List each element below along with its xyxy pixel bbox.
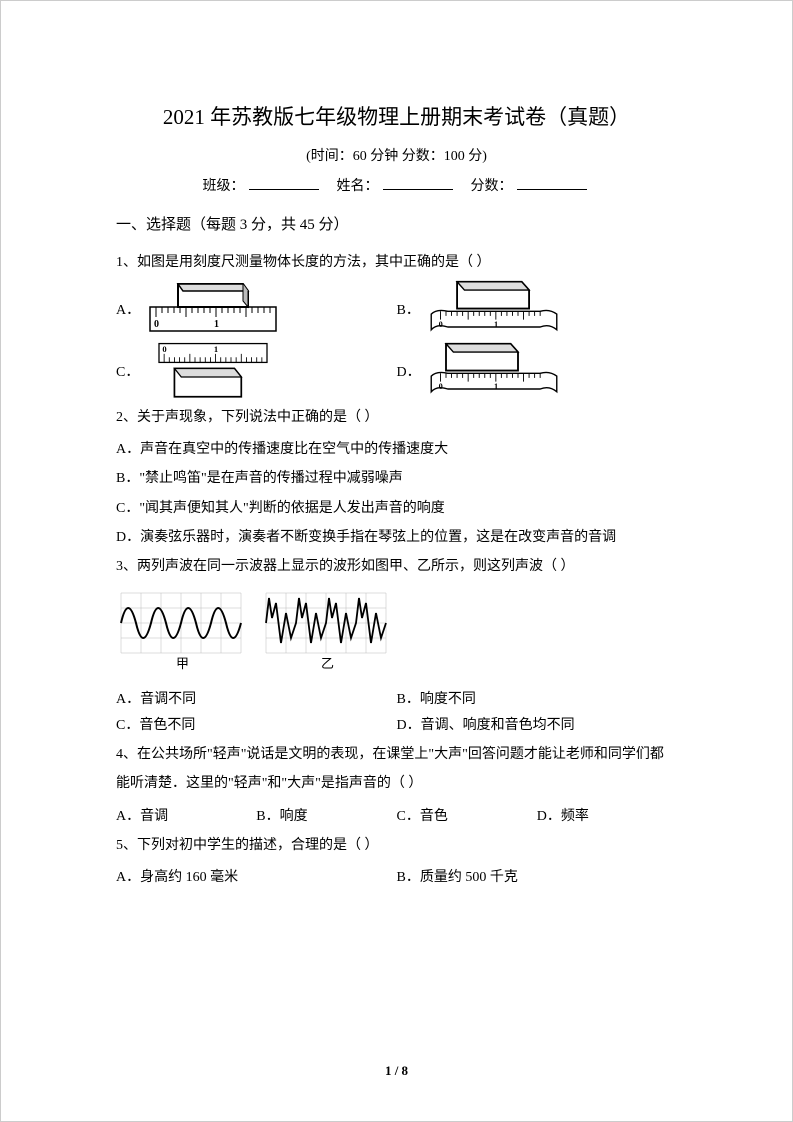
q3-opt-d: D．音调、响度和音色均不同: [397, 714, 678, 734]
svg-text:1: 1: [214, 319, 219, 330]
ruler-figure-a: 0 1: [148, 279, 278, 339]
opt-a-label: A．: [116, 299, 140, 319]
q1-opt-c: C． 0 1: [116, 341, 397, 401]
svg-text:0: 0: [438, 382, 442, 391]
question-4: 4、在公共场所"轻声"说话是文明的表现，在课堂上"大声"回答问题才能让老师和同学…: [116, 740, 677, 799]
q1-row-2: C． 0 1: [116, 341, 677, 401]
svg-text:0: 0: [154, 319, 159, 330]
name-blank: [383, 189, 453, 190]
question-5: 5、下列对初中学生的描述，合理的是（ ）: [116, 831, 677, 860]
q1-opt-a: A． 0 1: [116, 279, 397, 339]
q5-opt-b: B．质量约 500 千克: [397, 866, 678, 886]
waveform-figure: 甲 乙: [116, 588, 396, 673]
exam-subtitle: (时间：60 分钟 分数：100 分): [116, 145, 677, 165]
opt-c-label: C．: [116, 361, 140, 381]
q3-opt-a: A．音调不同: [116, 688, 397, 708]
ruler-figure-c: 0 1: [148, 341, 278, 401]
q1-opt-d: D． 0 1: [397, 341, 678, 401]
ruler-figure-d: 0 1: [429, 341, 559, 401]
score-label: 分数：: [471, 179, 513, 194]
q5-opt-a: A．身高约 160 毫米: [116, 866, 397, 886]
q2-opt-d: D．演奏弦乐器时，演奏者不断变换手指在琴弦上的位置，这是在改变声音的音调: [116, 523, 677, 552]
class-blank: [249, 189, 319, 190]
wave-label-b: 乙: [321, 656, 334, 671]
q2-opt-b: B．"禁止鸣笛"是在声音的传播过程中减弱噪声: [116, 464, 677, 493]
svg-text:0: 0: [162, 345, 166, 355]
exam-page: 2021 年苏教版七年级物理上册期末考试卷（真题） (时间：60 分钟 分数：1…: [0, 0, 793, 1122]
q4-opt-d: D．频率: [537, 805, 677, 825]
info-line: 班级： 姓名： 分数：: [116, 175, 677, 195]
q3-row-2: C．音色不同 D．音调、响度和音色均不同: [116, 714, 677, 734]
q2-opt-c: C．"闻其声便知其人"判断的依据是人发出声音的响度: [116, 494, 677, 523]
ruler-figure-b: 0 1: [429, 279, 559, 339]
svg-text:1: 1: [494, 382, 498, 391]
q1-opt-b: B． 0 1: [397, 279, 678, 339]
question-2: 2、关于声现象，下列说法中正确的是（ ）: [116, 403, 677, 432]
exam-title: 2021 年苏教版七年级物理上册期末考试卷（真题）: [116, 101, 677, 131]
q4-opt-c: C．音色: [397, 805, 537, 825]
wave-label-a: 甲: [176, 656, 189, 671]
section-1-title: 一、选择题（每题 3 分，共 45 分）: [116, 213, 677, 234]
q3-opt-c: C．音色不同: [116, 714, 397, 734]
question-3: 3、两列声波在同一示波器上显示的波形如图甲、乙所示，则这列声波（ ）: [116, 552, 677, 581]
q5-row-1: A．身高约 160 毫米 B．质量约 500 千克: [116, 866, 677, 886]
q4-opts: A．音调 B．响度 C．音色 D．频率: [116, 805, 677, 825]
q3-opt-b: B．响度不同: [397, 688, 678, 708]
page-number: 1 / 8: [1, 1063, 792, 1079]
name-label: 姓名：: [337, 179, 379, 194]
svg-text:1: 1: [214, 345, 218, 355]
opt-b-label: B．: [397, 299, 421, 319]
opt-d-label: D．: [397, 361, 421, 381]
q4-opt-b: B．响度: [256, 805, 396, 825]
q4-opt-a: A．音调: [116, 805, 256, 825]
svg-text:0: 0: [438, 320, 442, 329]
q3-row-1: A．音调不同 B．响度不同: [116, 688, 677, 708]
q2-opt-a: A．声音在真空中的传播速度比在空气中的传播速度大: [116, 435, 677, 464]
class-label: 班级：: [203, 179, 245, 194]
svg-text:1: 1: [494, 320, 498, 329]
question-1: 1、如图是用刻度尺测量物体长度的方法，其中正确的是（ ）: [116, 248, 677, 277]
score-blank: [517, 189, 587, 190]
q1-row-1: A． 0 1: [116, 279, 677, 339]
